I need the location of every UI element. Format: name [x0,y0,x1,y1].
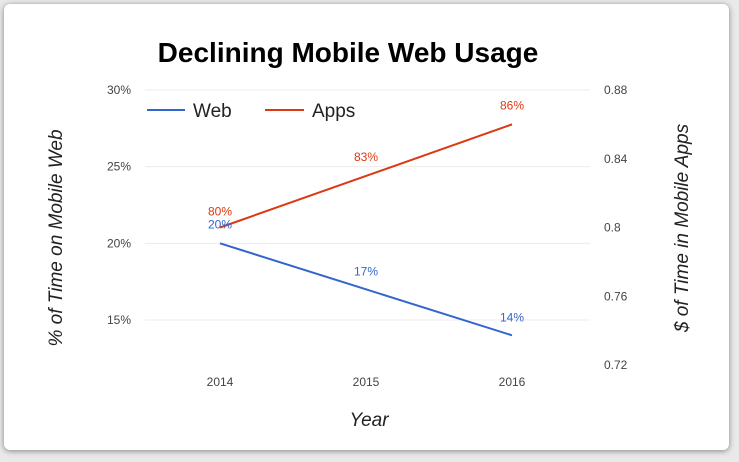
x-axis-ticks: 2014 2015 2016 [207,375,526,389]
right-tick-label: 0.72 [604,358,628,372]
right-axis-title: $ of Time in Mobile Apps [672,123,693,333]
left-tick-label: 15% [107,313,131,327]
right-tick-label: 0.88 [604,83,628,97]
legend: Web Apps [147,101,355,122]
right-tick-label: 0.84 [604,152,628,166]
data-labels: 20% 17% 14% 80% 83% 86% [208,98,524,324]
right-tick-label: 0.76 [604,289,628,303]
x-axis-title: Year [349,410,389,431]
chart-card [4,4,729,450]
x-tick-label: 2016 [499,375,526,389]
left-axis-title: % of Time on Mobile Web [46,129,67,346]
gridlines [145,89,590,321]
series-line-apps [219,123,513,229]
data-label-web: 17% [354,264,378,278]
series-lines [219,123,513,337]
data-label-web: 20% [208,217,232,231]
data-label-apps: 80% [208,205,232,219]
legend-apps-label: Apps [312,101,355,122]
left-tick-label: 20% [107,236,131,250]
x-tick-label: 2015 [353,375,380,389]
data-label-apps: 83% [354,150,378,164]
data-label-web: 14% [500,310,524,324]
legend-web-label: Web [193,101,232,122]
series-line-web [219,242,513,337]
data-label-apps: 86% [500,98,524,112]
left-tick-label: 30% [107,83,131,97]
left-axis-ticks: 15% 20% 25% 30% [107,83,131,327]
left-tick-label: 25% [107,160,131,174]
x-tick-label: 2014 [207,375,234,389]
right-tick-label: 0.8 [604,221,621,235]
right-axis-ticks: 0.72 0.76 0.8 0.84 0.88 [604,83,628,372]
chart-title: Declining Mobile Web Usage [158,37,539,68]
